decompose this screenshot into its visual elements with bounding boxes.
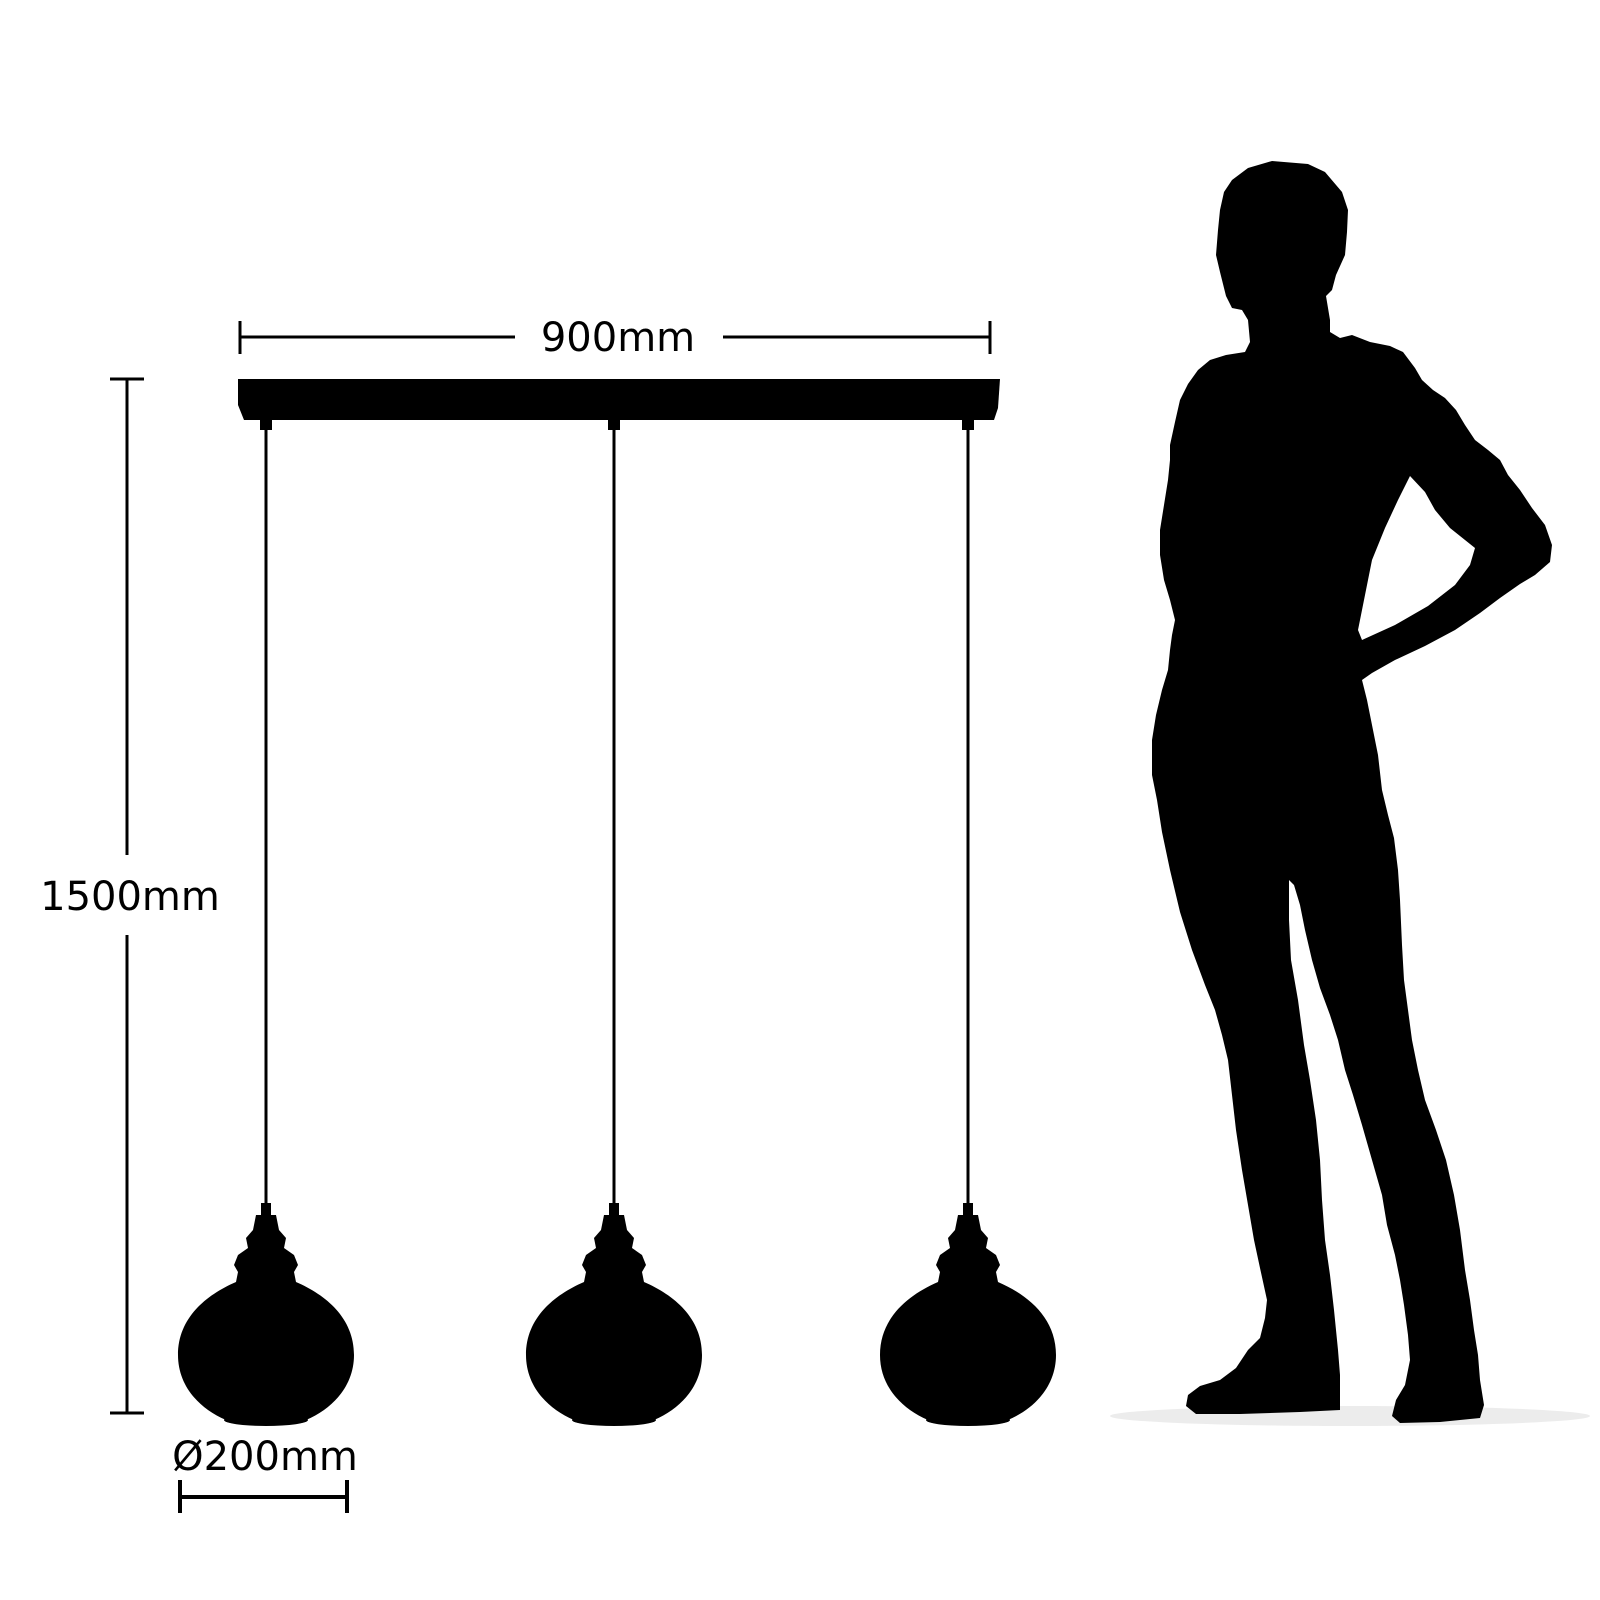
pendant-shade-icon — [880, 1203, 1056, 1426]
floor-shadow — [1110, 1406, 1590, 1426]
diameter-dimension — [178, 1480, 349, 1513]
pendant-cables — [264, 420, 970, 1210]
pendant-shade-icon — [526, 1203, 702, 1426]
width-label: 900mm — [541, 315, 695, 361]
cable-mounts — [260, 418, 974, 430]
width-dimension — [238, 321, 992, 354]
height-label: 1500mm — [40, 874, 220, 920]
diameter-label: Ø200mm — [172, 1434, 358, 1480]
canopy-bar — [238, 379, 1000, 420]
pendant-shade-icon — [178, 1203, 354, 1426]
height-dimension — [110, 377, 144, 1415]
person-silhouette-icon — [1152, 161, 1552, 1423]
